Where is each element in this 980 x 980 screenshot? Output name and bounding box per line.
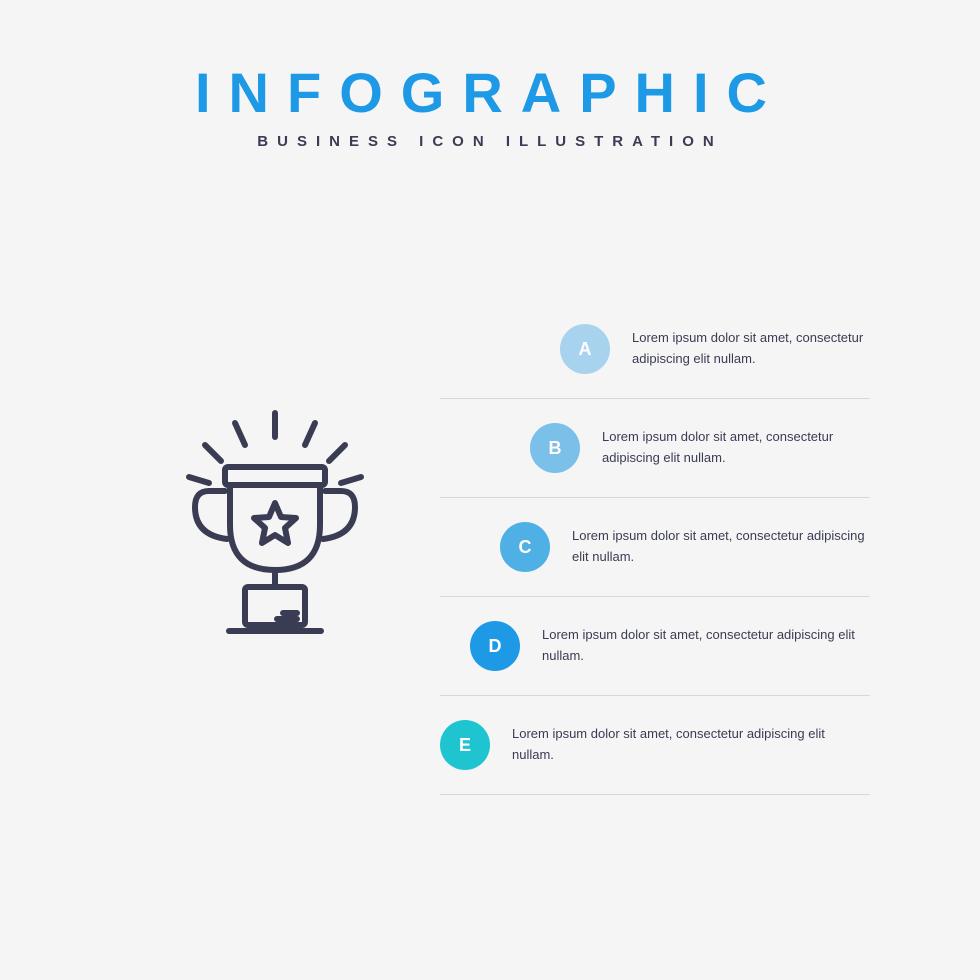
step-bubble-e: E (440, 720, 490, 770)
page-title: INFOGRAPHIC (0, 60, 980, 125)
step-e: E Lorem ipsum dolor sit amet, consectetu… (440, 696, 870, 795)
step-text-e: Lorem ipsum dolor sit amet, consectetur … (512, 724, 870, 766)
step-text-d: Lorem ipsum dolor sit amet, consectetur … (542, 625, 870, 667)
step-c: C Lorem ipsum dolor sit amet, consectetu… (440, 498, 870, 597)
step-bubble-b: B (530, 423, 580, 473)
step-bubble-a: A (560, 324, 610, 374)
step-text-c: Lorem ipsum dolor sit amet, consectetur … (572, 526, 870, 568)
page-subtitle: BUSINESS ICON ILLUSTRATION (0, 133, 980, 150)
header: INFOGRAPHIC BUSINESS ICON ILLUSTRATION (0, 0, 980, 150)
step-bubble-d: D (470, 621, 520, 671)
steps-list: A Lorem ipsum dolor sit amet, consectetu… (440, 300, 870, 795)
trophy-icon (175, 405, 375, 655)
step-text-a: Lorem ipsum dolor sit amet, consectetur … (632, 328, 870, 370)
step-a: A Lorem ipsum dolor sit amet, consectetu… (440, 300, 870, 399)
content-area: A Lorem ipsum dolor sit amet, consectetu… (0, 280, 980, 980)
step-d: D Lorem ipsum dolor sit amet, consectetu… (440, 597, 870, 696)
step-b: B Lorem ipsum dolor sit amet, consectetu… (440, 399, 870, 498)
step-text-b: Lorem ipsum dolor sit amet, consectetur … (602, 427, 870, 469)
step-bubble-c: C (500, 522, 550, 572)
